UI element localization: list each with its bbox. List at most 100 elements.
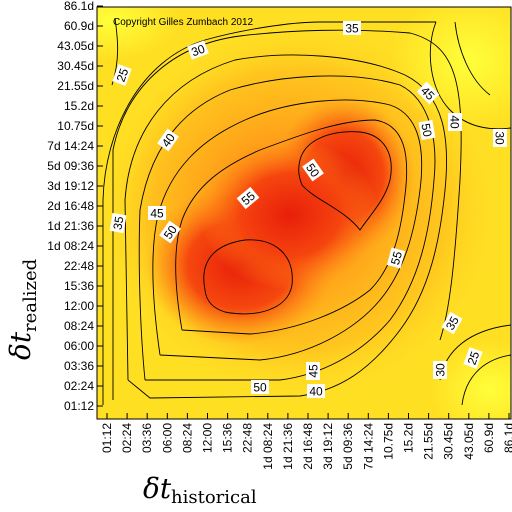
y-tick-label: 86.1d bbox=[64, 0, 94, 13]
y-tick-label: 15:36 bbox=[64, 279, 94, 293]
contour-60-upper bbox=[298, 131, 392, 231]
contour-label-bg bbox=[307, 384, 325, 398]
contour-label: 50 bbox=[302, 158, 324, 182]
x-tick-label: 08:24 bbox=[180, 423, 194, 453]
contour-label-bg bbox=[157, 128, 179, 152]
x-tick-label: 03:36 bbox=[140, 423, 154, 453]
contour-label: 25 bbox=[112, 64, 132, 86]
y-tick-label: 5d 09:36 bbox=[47, 159, 94, 173]
y-tick-label: 1d 08:24 bbox=[47, 239, 94, 253]
contour-45 bbox=[138, 75, 436, 381]
contour-label-text: 55 bbox=[388, 250, 405, 267]
contour-55 bbox=[175, 119, 408, 335]
contour-label-bg bbox=[343, 21, 361, 35]
contour-label: 35 bbox=[343, 21, 361, 36]
contour-label-text: 50 bbox=[253, 381, 267, 395]
y-axis-title-main: δt bbox=[4, 331, 37, 360]
contour-label-text: 30 bbox=[493, 131, 507, 145]
contour-label-bg bbox=[416, 81, 440, 105]
contour-label: 50 bbox=[418, 119, 436, 141]
contour-label-text: 45 bbox=[307, 364, 321, 378]
contour-labels: 35 30 25 45 40 50 40 30 50 55 55 45 35 50 35 45 40 50 30 25 bbox=[109, 21, 507, 399]
y-tick-label: 60.9d bbox=[64, 19, 94, 33]
contour-label: 45 bbox=[148, 206, 166, 221]
heatmap-field bbox=[97, 7, 511, 419]
y-tick-label: 12:00 bbox=[64, 299, 94, 313]
x-tick-label: 15.2d bbox=[402, 423, 416, 453]
contour-label-bg bbox=[418, 119, 436, 141]
contour-label: 30 bbox=[493, 129, 507, 147]
x-tick-label: 7d 14:24 bbox=[361, 423, 375, 470]
y-tick-label: 02:24 bbox=[64, 379, 94, 393]
y-tick-label: 30.45d bbox=[57, 59, 94, 73]
y-tick-label: 3d 19:12 bbox=[47, 179, 94, 193]
contour-label-bg bbox=[441, 311, 463, 335]
contour-tr2 bbox=[454, 21, 491, 96]
contour-label: 40 bbox=[157, 128, 179, 152]
x-tick-label: 21.55d bbox=[422, 423, 436, 460]
y-tick-label: 08:24 bbox=[64, 319, 94, 333]
contour-25-right bbox=[461, 354, 511, 406]
y-axis: 01:12 02:24 03:36 06:00 08:24 12:00 15:36 22:48… bbox=[47, 0, 103, 413]
contour-label: 50 bbox=[159, 220, 181, 244]
contour-label: 40 bbox=[448, 113, 462, 131]
y-tick-label: 7d 14:24 bbox=[47, 139, 94, 153]
contour-label-text: 45 bbox=[150, 207, 164, 221]
contour-label-text: 40 bbox=[448, 115, 462, 129]
contour-label: 45 bbox=[306, 362, 321, 380]
contour-label-text: 40 bbox=[309, 385, 323, 399]
contour-label: 35 bbox=[441, 311, 463, 335]
contour-label-text: 35 bbox=[345, 22, 359, 36]
contour-label-text: 25 bbox=[465, 349, 483, 367]
y-tick-label: 2d 16:48 bbox=[47, 199, 94, 213]
y-tick-label: 22:48 bbox=[64, 259, 94, 273]
contour-label-bg bbox=[493, 129, 507, 147]
contour-label-bg bbox=[187, 40, 209, 60]
y-tick-label: 21.55d bbox=[57, 79, 94, 93]
x-tick-label: 1d 21:36 bbox=[281, 423, 295, 470]
y-tick-label: 06:00 bbox=[64, 339, 94, 353]
contour-label-text: 30 bbox=[434, 363, 448, 377]
x-tick-label: 10.75d bbox=[381, 423, 395, 460]
contour-label: 30 bbox=[187, 40, 209, 60]
contour-label-bg bbox=[306, 362, 320, 380]
contour-label-bg bbox=[251, 380, 269, 394]
contour-label: 55 bbox=[236, 186, 260, 210]
y-axis-title: δt realized bbox=[4, 259, 41, 360]
y-tick-label: 1d 21:36 bbox=[47, 219, 94, 233]
y-tick-label: 15.2d bbox=[64, 99, 94, 113]
contour-label-bg bbox=[433, 361, 447, 379]
x-tick-label: 02:24 bbox=[120, 423, 134, 453]
copyright-text: Copyright Gilles Zumbach 2012 bbox=[113, 17, 254, 28]
x-tick-label: 15:36 bbox=[221, 423, 235, 453]
contour-label-text: 30 bbox=[190, 41, 208, 59]
contour-label-text: 50 bbox=[418, 122, 434, 138]
x-tick-label: 1d 08:24 bbox=[261, 423, 275, 470]
x-axis-title: δt historical bbox=[143, 472, 257, 508]
x-tick-label: 2d 16:48 bbox=[301, 423, 315, 470]
contour-label-bg bbox=[302, 158, 324, 182]
contour-label: 35 bbox=[109, 212, 127, 234]
x-tick-label: 60.9d bbox=[482, 423, 496, 453]
contour-label-bg bbox=[112, 64, 132, 86]
x-tick-label: 5d 09:36 bbox=[341, 423, 355, 470]
contour-label-bg bbox=[448, 113, 462, 131]
x-tick-label: 30.45d bbox=[442, 423, 456, 460]
x-tick-label: 43.05d bbox=[462, 423, 476, 460]
x-tick-label: 06:00 bbox=[160, 423, 174, 453]
x-axis-title-main: δt bbox=[143, 472, 172, 505]
x-tick-label: 3d 19:12 bbox=[321, 423, 335, 470]
contour-label-bg bbox=[159, 220, 181, 244]
x-tick-label: 22:48 bbox=[241, 423, 255, 453]
contour-tr bbox=[429, 21, 511, 130]
x-axis: 01:12 02:24 03:36 06:00 08:24 12:00 15:36 22:48… bbox=[100, 413, 512, 470]
x-axis-title-sub: historical bbox=[171, 487, 257, 508]
contour-label-bg bbox=[386, 247, 406, 269]
y-tick-label: 43.05d bbox=[57, 39, 94, 53]
y-axis-title-sub: realized bbox=[20, 259, 41, 332]
x-tick-label: 86.1d bbox=[502, 423, 512, 453]
contour-60-lower bbox=[203, 239, 293, 315]
y-tick-label: 10.75d bbox=[57, 119, 94, 133]
contour-40 bbox=[124, 54, 448, 399]
